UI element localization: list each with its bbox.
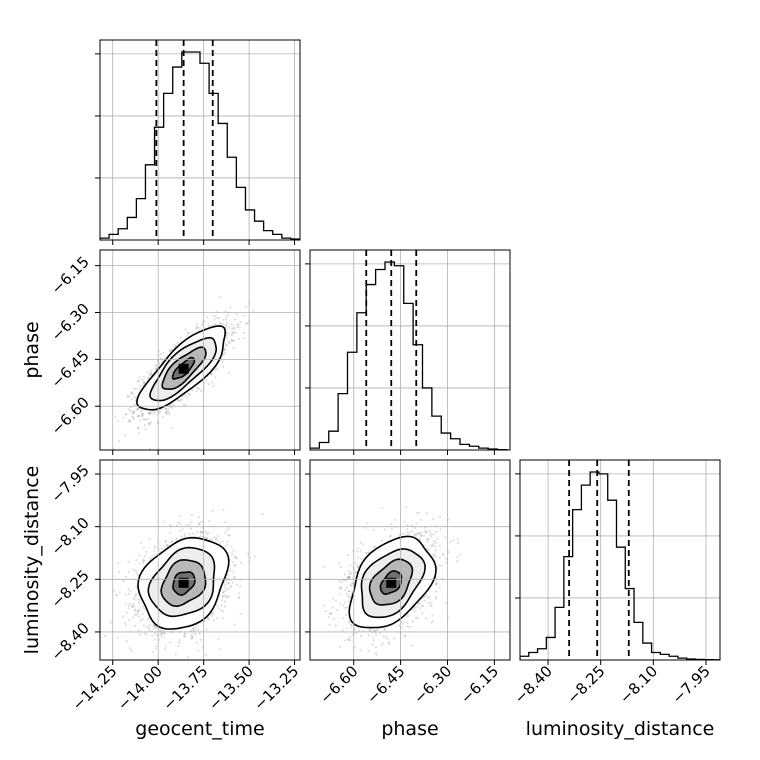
x-axis-label-geocent_time: geocent_time	[135, 718, 264, 740]
density-peak	[178, 577, 189, 588]
x-axis-label-luminosity_distance: luminosity_distance	[526, 718, 715, 740]
x-tick-label: −8.40	[511, 662, 556, 707]
x-tick-label: −6.60	[316, 662, 361, 707]
contour-line	[379, 570, 403, 595]
histogram	[310, 250, 508, 450]
contour-line	[147, 546, 216, 618]
panel-frame	[99, 459, 301, 661]
y-tick-label: −6.30	[48, 300, 93, 345]
y-axis-label-luminosity_distance: luminosity_distance	[21, 466, 43, 655]
contour-line	[161, 346, 207, 390]
x-tick-label: −13.50	[205, 662, 257, 714]
density-peak	[386, 577, 397, 588]
x-axis-label-phase: phase	[381, 718, 438, 740]
y-tick-label: −6.60	[48, 393, 93, 438]
panel-background	[100, 40, 300, 240]
contour-line	[137, 536, 230, 630]
x-tick-label: −6.15	[457, 662, 502, 707]
panel-geocent_time-vs-phase: −6.60−6.45−6.30−6.15	[48, 249, 301, 455]
panel-background	[310, 250, 510, 450]
histogram	[100, 40, 300, 240]
contour-line	[368, 558, 414, 606]
x-tick-label: −8.25	[563, 662, 608, 707]
density-layer	[100, 460, 300, 660]
panel-frame	[309, 249, 511, 451]
y-tick-label: −8.10	[48, 514, 93, 559]
x-tick-label: −13.25	[250, 662, 302, 714]
panel-geocent_time-vs-luminosity_distance: −14.25−14.00−13.75−13.50−13.25 −8.40 −8.25…	[48, 459, 302, 714]
x-tick-label: −13.75	[159, 662, 211, 714]
density-layer	[100, 250, 300, 450]
density-layer	[310, 460, 510, 660]
y-tick-label: −8.25	[48, 566, 93, 611]
x-tick-label: −6.30	[410, 662, 455, 707]
contour-line	[360, 548, 426, 619]
panel-frame	[99, 39, 301, 241]
y-tick-label: −6.45	[48, 346, 93, 391]
histogram	[520, 460, 720, 660]
x-tick-label: −6.45	[363, 662, 408, 707]
hist-panel-luminosity_distance: −8.40 −8.25 −8.10 −7.95	[511, 459, 721, 707]
y-tick-label: −7.95	[48, 461, 93, 506]
density-peak	[178, 363, 189, 374]
x-tick-label: −7.95	[669, 662, 714, 707]
x-tick-label: −8.10	[616, 662, 661, 707]
panel-background	[520, 460, 720, 660]
hist-panel-geocent_time	[95, 39, 301, 245]
panel-frame	[309, 459, 511, 661]
y-tick-label: −8.40	[48, 619, 93, 664]
hist-panel-phase	[305, 249, 511, 455]
x-tick-label: −14.00	[114, 662, 166, 714]
panel-frame	[99, 249, 301, 451]
contour-line	[348, 535, 437, 629]
contour-line	[172, 571, 196, 596]
x-tick-label: −14.25	[69, 662, 121, 714]
contour-line	[160, 559, 207, 608]
contour-line	[136, 325, 227, 411]
panel-phase-vs-luminosity_distance: −6.60 −6.45 −6.30 −6.15	[305, 459, 511, 707]
histogram-step-luminosity_distance	[520, 471, 720, 660]
panel-frame	[519, 459, 721, 661]
y-axis-label-phase: phase	[21, 321, 43, 378]
contour-line	[149, 336, 217, 402]
histogram-step-geocent_time	[100, 51, 300, 240]
y-tick-label: −6.15	[48, 253, 93, 298]
histogram-step-phase	[310, 261, 508, 450]
